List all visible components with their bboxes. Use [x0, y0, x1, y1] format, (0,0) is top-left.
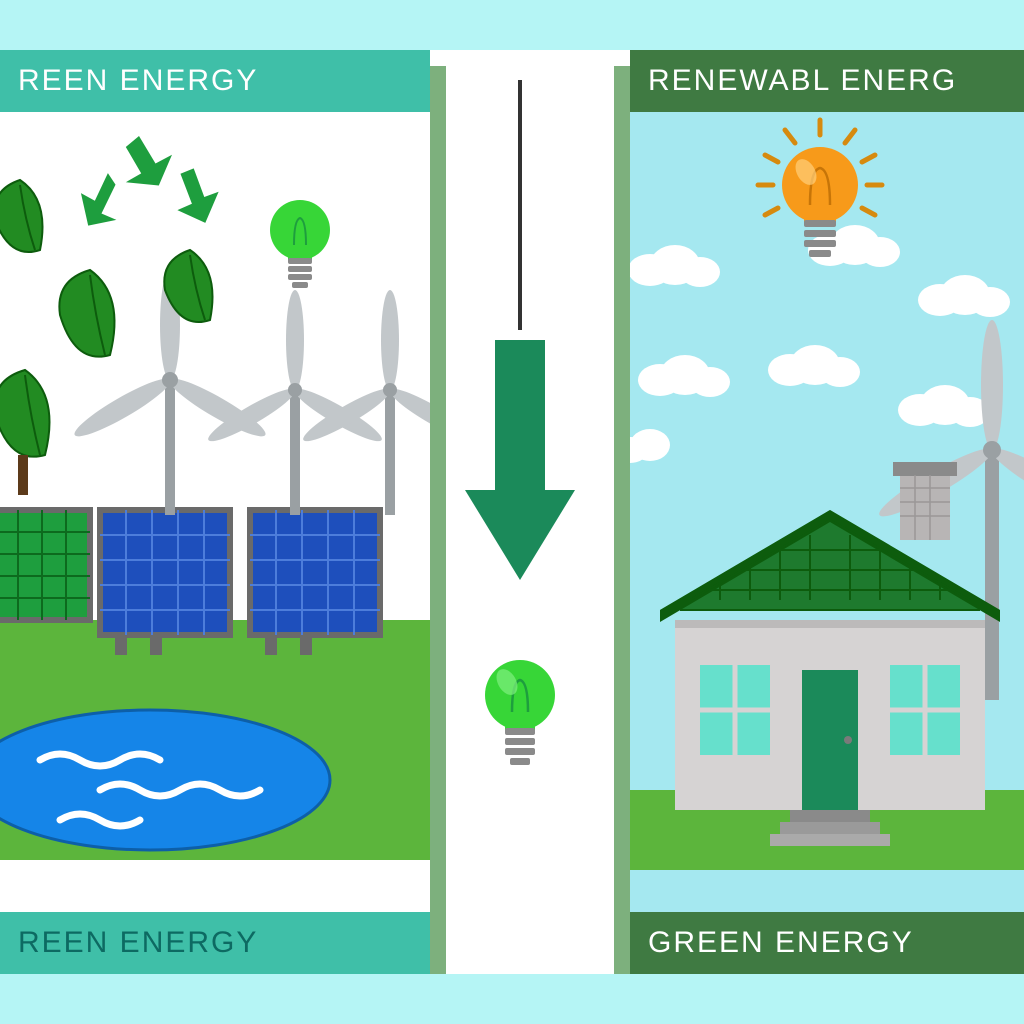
- center-column: [435, 50, 605, 974]
- left-panel-illustration: [0, 110, 430, 910]
- right-panel-title: RENEWABL ENERG: [630, 50, 1024, 112]
- down-arrow-icon: [465, 340, 575, 580]
- right-panel-illustration: [630, 110, 1024, 910]
- leaf-1-icon: [0, 180, 43, 252]
- green-bulb-small-icon: [270, 200, 330, 288]
- clouds-icon: [630, 225, 1010, 463]
- leaf-2-icon: [59, 270, 114, 357]
- left-panel-footer: REEN ENERGY: [0, 912, 430, 974]
- house-icon: [660, 462, 1000, 846]
- infographic-stage: REEN ENERGY: [0, 50, 1024, 974]
- center-bulb-icon: [485, 660, 555, 765]
- recycle-icon: [79, 136, 221, 226]
- right-panel-footer: GREEN ENERGY: [630, 912, 1024, 974]
- left-panel: REEN ENERGY: [0, 50, 430, 974]
- solar-panel-blue-2-icon: [250, 510, 380, 655]
- leaf-tree-icon: [0, 370, 50, 495]
- left-panel-title: REEN ENERGY: [0, 50, 430, 112]
- right-panel: RENEWABL ENERG: [630, 50, 1024, 974]
- solar-panel-blue-1-icon: [100, 510, 230, 655]
- solar-panel-green-icon: [0, 510, 90, 620]
